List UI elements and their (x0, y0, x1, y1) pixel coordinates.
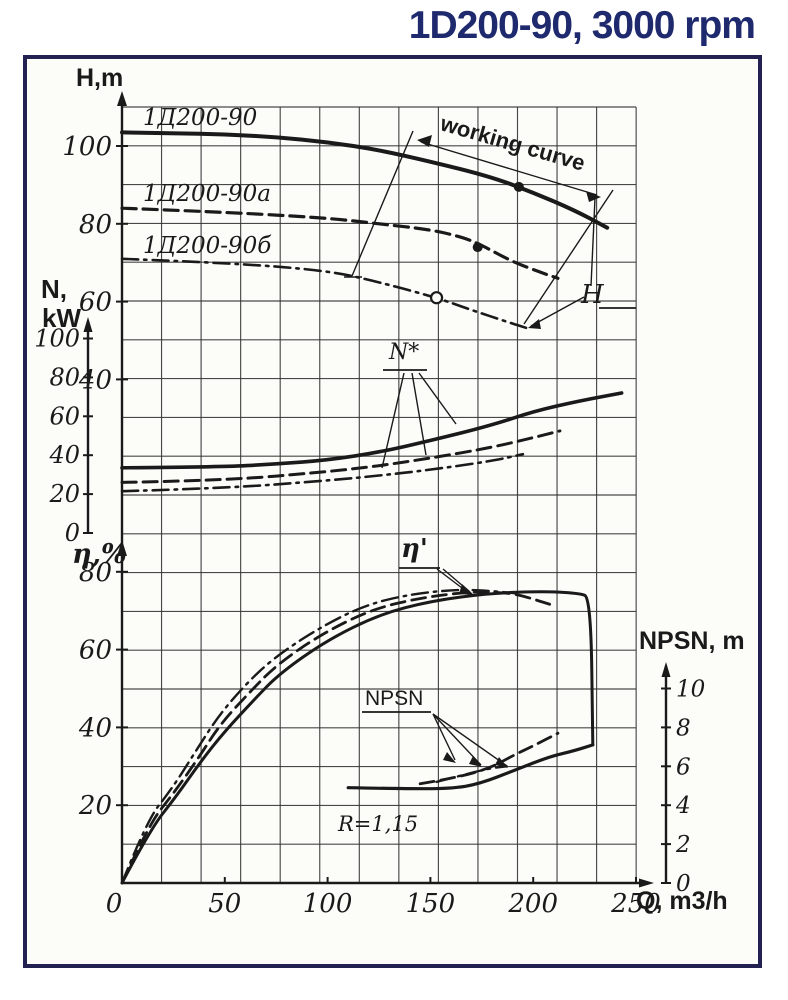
head-tick-label: 100 (62, 132, 112, 162)
power-curve-1 (120, 429, 562, 484)
leader-line (590, 197, 596, 287)
leader-arrowhead (459, 584, 474, 595)
npsh-tick-label: 10 (676, 677, 705, 703)
leader-line (432, 713, 456, 761)
npsh-tick-label: 4 (675, 793, 691, 819)
leader-line (432, 713, 508, 767)
npsh-tick-label: 8 (676, 715, 691, 741)
leader-line (420, 141, 598, 196)
power-tick-label: 60 (49, 402, 80, 430)
leader-arrowhead (495, 757, 508, 768)
power-callout-label: N* (389, 340, 420, 365)
leader-arrowhead (443, 752, 456, 763)
leader-line (381, 372, 405, 469)
npsh-axis-arrow (661, 662, 671, 677)
power-axis-arrow (83, 317, 93, 332)
leader-line (530, 296, 585, 327)
efficiency-tick-label: 20 (78, 791, 112, 821)
flow-tick-label: 50 (208, 889, 241, 919)
npsh-tick-label: 0 (676, 871, 691, 897)
page-title: 1D200-90, 3000 rpm (408, 4, 756, 47)
curve-label-1d200-90b: 1Д200-90б (143, 233, 272, 259)
power-tick-label: 0 (65, 519, 80, 547)
power-curve-0 (120, 391, 624, 470)
power-tick-label: 20 (48, 480, 80, 508)
head-axis-arrow (117, 91, 127, 106)
duty-point-marker-open (429, 291, 444, 305)
curve-label-1d200-90: 1Д200-90 (143, 105, 258, 131)
flow-axis-arrow (639, 878, 654, 888)
leader-arrowhead (469, 756, 482, 767)
efficiency-axis-label: η,% (72, 539, 127, 570)
flow-tick-label: 250 (610, 889, 661, 919)
chart-frame (23, 55, 762, 968)
head-curve-2 (120, 257, 531, 331)
efficiency-tick-label: 80 (79, 558, 112, 588)
efficiency-callout-label: η' (401, 534, 428, 564)
leader-line (418, 372, 457, 425)
flow-axis-label: Q, m3/h (636, 887, 728, 915)
npsh-curve-1 (418, 731, 560, 786)
head-tick-label: 60 (79, 288, 112, 318)
leader-arrowhead (586, 191, 601, 202)
efficiency-tick-label: 40 (78, 713, 112, 743)
npsh-axis-label: NPSN, m (639, 627, 745, 655)
power-tick-label: 100 (34, 325, 80, 353)
power-tick-label: 40 (48, 441, 80, 469)
leader-arrowhead (417, 135, 432, 147)
efficiency-curve-2 (120, 588, 516, 885)
head-callout-label: H (581, 280, 604, 310)
leader-line (411, 372, 427, 456)
duty-point-marker (513, 181, 524, 192)
leader-arrowhead (528, 319, 541, 329)
efficiency-axis-arrow (117, 540, 127, 556)
leader-line (523, 189, 614, 325)
npsh-tick-label: 6 (676, 754, 691, 780)
npsh-tick-label: 2 (675, 832, 691, 858)
leader-line (436, 568, 463, 589)
flow-tick-label: 200 (507, 889, 558, 919)
power-axis-label-n: N, (41, 274, 67, 304)
power-curve-2 (120, 452, 525, 493)
npsh-callout-label: NPSN (365, 687, 424, 710)
efficiency-tick-label: 60 (79, 636, 112, 666)
head-tick-label: 40 (78, 365, 112, 395)
head-tick-label: 80 (79, 210, 112, 240)
power-axis-label-kw: kW (42, 303, 81, 333)
flow-tick-label: 100 (303, 889, 353, 919)
curve-label-1d200-90a: 1Д200-90а (143, 181, 271, 207)
npsh-curve-2 (435, 765, 508, 784)
head-curve-0 (120, 130, 610, 230)
flow-tick-label: 150 (406, 889, 456, 919)
efficiency-curve-0 (120, 590, 595, 885)
leader-line (351, 130, 414, 277)
duty-point-marker (472, 242, 483, 253)
head-axis-label: H,m (76, 64, 124, 92)
power-tick-label: 80 (49, 363, 80, 391)
flow-tick-label: 0 (106, 889, 123, 919)
npsh-curve-0 (346, 743, 595, 791)
ratio-note-label: R=1,15 (338, 812, 419, 836)
head-curve-1 (120, 206, 560, 280)
